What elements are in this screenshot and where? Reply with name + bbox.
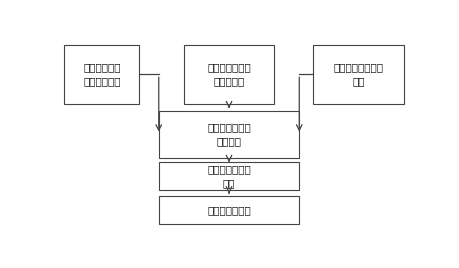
Text: 对信息进行特征
提取: 对信息进行特征 提取	[207, 164, 251, 188]
Bar	[313, 45, 404, 104]
Text: 判断是否不平顺: 判断是否不平顺	[207, 205, 251, 215]
Text: 采集前轴箱垂
向振动加速度: 采集前轴箱垂 向振动加速度	[83, 62, 121, 86]
Bar	[184, 45, 274, 104]
Bar	[159, 162, 299, 190]
Text: 将加速度与速度
信息融合: 将加速度与速度 信息融合	[207, 122, 251, 146]
Bar	[159, 196, 299, 224]
Bar	[159, 111, 299, 158]
Bar	[65, 45, 139, 104]
Text: 采集机车车辆运行
速度: 采集机车车辆运行 速度	[334, 62, 384, 86]
Text: 采集后轴箱垂向
振动加速度: 采集后轴箱垂向 振动加速度	[207, 62, 251, 86]
